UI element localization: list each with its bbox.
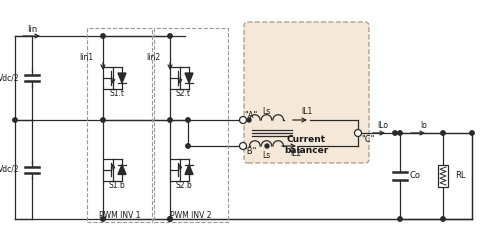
Text: "A": "A" xyxy=(244,111,257,120)
Polygon shape xyxy=(185,165,193,174)
Text: PWM INV 1: PWM INV 1 xyxy=(99,212,140,221)
Circle shape xyxy=(101,34,105,38)
Circle shape xyxy=(398,131,402,135)
Text: RL: RL xyxy=(455,172,466,181)
Text: S1.b: S1.b xyxy=(108,181,125,190)
Text: Iin1: Iin1 xyxy=(79,53,93,61)
Circle shape xyxy=(186,144,190,148)
Circle shape xyxy=(393,131,397,135)
Text: IL2: IL2 xyxy=(290,149,301,159)
Circle shape xyxy=(441,131,445,135)
Text: Ls: Ls xyxy=(262,107,270,115)
Circle shape xyxy=(168,34,172,38)
Circle shape xyxy=(355,129,361,136)
Text: "B": "B" xyxy=(243,147,256,155)
Text: ILo: ILo xyxy=(378,121,388,130)
Polygon shape xyxy=(118,73,126,83)
Circle shape xyxy=(240,116,246,123)
Text: PWM INV 2: PWM INV 2 xyxy=(170,212,212,221)
Text: Current
balancer: Current balancer xyxy=(284,135,328,155)
Polygon shape xyxy=(185,73,193,83)
Circle shape xyxy=(240,142,246,149)
Text: S2.b: S2.b xyxy=(175,181,192,190)
Text: Vdc/2: Vdc/2 xyxy=(0,165,20,174)
Circle shape xyxy=(168,217,172,221)
Text: Ls: Ls xyxy=(262,150,270,160)
Circle shape xyxy=(265,144,269,148)
Polygon shape xyxy=(118,165,126,174)
Text: Co: Co xyxy=(410,172,421,181)
Bar xyxy=(438,165,448,187)
Circle shape xyxy=(470,131,474,135)
Text: Io: Io xyxy=(421,121,427,130)
Circle shape xyxy=(13,118,17,122)
Circle shape xyxy=(441,217,445,221)
Circle shape xyxy=(247,118,251,122)
Text: S1.t: S1.t xyxy=(109,89,124,99)
Text: "C": "C" xyxy=(361,134,375,143)
Circle shape xyxy=(186,118,190,122)
Circle shape xyxy=(168,118,172,122)
Text: S2.t: S2.t xyxy=(176,89,191,99)
Circle shape xyxy=(101,118,105,122)
Circle shape xyxy=(398,217,402,221)
FancyBboxPatch shape xyxy=(244,22,369,163)
Text: IL1: IL1 xyxy=(301,107,313,116)
Text: Vdc/2: Vdc/2 xyxy=(0,74,20,82)
Circle shape xyxy=(168,217,172,221)
Circle shape xyxy=(101,217,105,221)
Text: Iin: Iin xyxy=(27,25,37,33)
Text: Iin2: Iin2 xyxy=(146,53,160,61)
